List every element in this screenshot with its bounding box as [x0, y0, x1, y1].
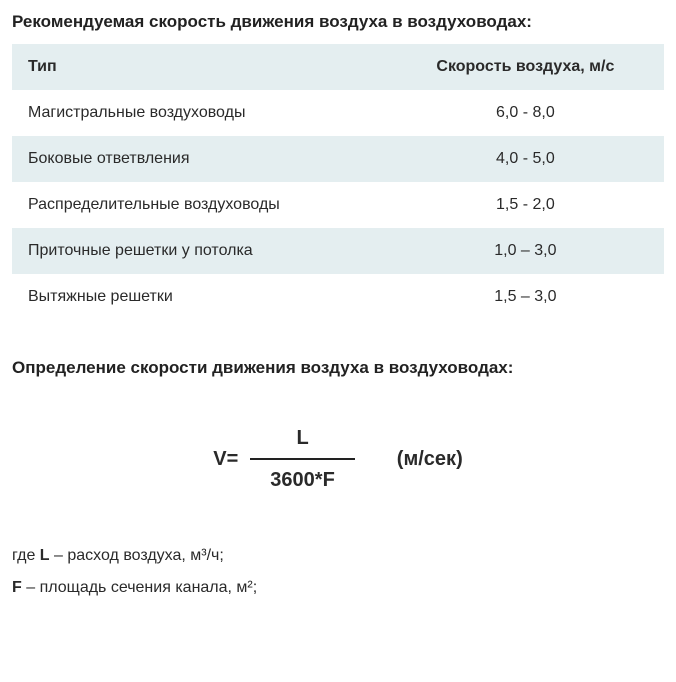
legend-text: – площадь сечения канала, м²;	[22, 579, 257, 596]
table-row: Приточные решетки у потолка 1,0 – 3,0	[12, 228, 664, 274]
legend-line: F – площадь сечения канала, м²;	[12, 572, 664, 604]
table-header-row: Тип Скорость воздуха, м/с	[12, 44, 664, 90]
cell-speed: 4,0 - 5,0	[387, 136, 664, 182]
cell-type: Распределительные воздуховоды	[12, 182, 387, 228]
table-row: Боковые ответвления 4,0 - 5,0	[12, 136, 664, 182]
cell-type: Боковые ответвления	[12, 136, 387, 182]
col-header-speed: Скорость воздуха, м/с	[387, 44, 664, 90]
legend-prefix: где	[12, 547, 40, 564]
col-header-type: Тип	[12, 44, 387, 90]
formula-legend: где L – расход воздуха, м³/ч; F – площад…	[12, 540, 664, 604]
formula-numerator: L	[276, 418, 328, 458]
formula-title: Определение скорости движения воздуха в …	[12, 358, 664, 378]
cell-type: Магистральные воздуховоды	[12, 90, 387, 136]
legend-line: где L – расход воздуха, м³/ч;	[12, 540, 664, 572]
legend-var: L	[40, 547, 50, 564]
formula-unit: (м/сек)	[397, 448, 463, 471]
formula-fraction: L 3600*F	[250, 418, 355, 500]
legend-var: F	[12, 579, 22, 596]
formula-lhs: V=	[213, 448, 238, 471]
table-row: Распределительные воздуховоды 1,5 - 2,0	[12, 182, 664, 228]
cell-speed: 1,0 – 3,0	[387, 228, 664, 274]
air-speed-table: Тип Скорость воздуха, м/с Магистральные …	[12, 44, 664, 320]
formula-denominator: 3600*F	[250, 460, 355, 500]
legend-text: – расход воздуха, м³/ч;	[50, 547, 224, 564]
cell-type: Приточные решетки у потолка	[12, 228, 387, 274]
cell-speed: 1,5 - 2,0	[387, 182, 664, 228]
table-row: Вытяжные решетки 1,5 – 3,0	[12, 274, 664, 320]
cell-speed: 6,0 - 8,0	[387, 90, 664, 136]
table-row: Магистральные воздуховоды 6,0 - 8,0	[12, 90, 664, 136]
cell-type: Вытяжные решетки	[12, 274, 387, 320]
table-title: Рекомендуемая скорость движения воздуха …	[12, 12, 664, 32]
cell-speed: 1,5 – 3,0	[387, 274, 664, 320]
formula: V= L 3600*F (м/сек)	[12, 418, 664, 500]
